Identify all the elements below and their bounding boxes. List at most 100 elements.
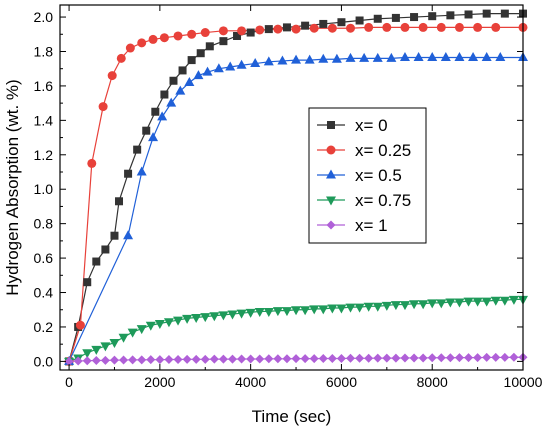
data-point <box>187 29 197 39</box>
legend-marker <box>327 121 335 129</box>
data-point <box>182 354 192 364</box>
data-point <box>107 71 117 81</box>
x-axis-ticks: 0 2000 4000 6000 8000 10000 <box>65 5 543 390</box>
data-point <box>345 303 356 313</box>
data-point <box>464 10 473 19</box>
data-point <box>454 298 465 308</box>
data-point <box>92 257 101 266</box>
data-point <box>123 230 134 240</box>
data-point <box>345 52 356 62</box>
data-point <box>205 42 214 51</box>
data-point <box>273 24 283 34</box>
data-point <box>481 297 492 307</box>
y-tick-label: 1.8 <box>34 43 54 59</box>
data-point <box>245 308 256 318</box>
data-point <box>118 333 129 343</box>
data-point <box>409 353 419 363</box>
x-tick-label: 6000 <box>326 374 357 390</box>
data-point <box>309 305 320 315</box>
data-point <box>400 353 410 363</box>
data-point <box>137 355 147 365</box>
data-point <box>200 28 210 38</box>
data-point <box>173 354 183 364</box>
data-point <box>446 11 455 20</box>
data-point <box>100 342 111 352</box>
data-point <box>436 353 446 363</box>
data-point <box>246 354 256 364</box>
data-point <box>509 352 519 362</box>
data-point <box>281 307 292 317</box>
data-point <box>255 25 265 35</box>
data-point <box>445 353 455 363</box>
data-point <box>178 66 187 75</box>
data-point <box>200 313 211 323</box>
data-point <box>418 353 428 363</box>
data-point <box>263 307 274 317</box>
data-point <box>386 52 397 62</box>
data-point <box>346 353 356 363</box>
data-point <box>237 354 247 364</box>
data-point <box>255 354 265 364</box>
data-point <box>109 338 120 348</box>
data-point <box>399 52 410 62</box>
data-point <box>91 356 101 366</box>
data-point <box>264 354 274 364</box>
y-tick-label: 1.2 <box>34 147 54 163</box>
data-point <box>110 231 119 240</box>
data-point <box>354 303 365 313</box>
data-point <box>372 52 383 62</box>
data-point <box>337 18 346 27</box>
y-tick-label: 0.0 <box>34 353 54 369</box>
data-point <box>363 302 374 312</box>
data-point <box>318 353 328 363</box>
data-point <box>491 352 501 362</box>
data-point <box>473 22 483 32</box>
data-point <box>282 23 291 32</box>
legend-label: x= 0.25 <box>355 141 411 160</box>
data-point <box>491 22 501 32</box>
data-point <box>227 310 238 320</box>
data-point <box>436 22 446 32</box>
data-point <box>291 24 301 34</box>
data-point <box>327 304 338 314</box>
data-point <box>272 307 283 317</box>
legend-marker <box>326 169 336 179</box>
data-point <box>163 318 174 328</box>
data-point <box>291 54 302 64</box>
data-point <box>160 90 169 99</box>
data-point <box>418 22 428 32</box>
data-point <box>75 320 85 330</box>
data-point <box>218 354 228 364</box>
data-point <box>128 355 138 365</box>
y-axis-ticks: 0.0 0.2 0.4 0.6 0.8 1.0 1.2 1.4 1.6 1.8 2.0 <box>34 9 523 369</box>
data-point <box>184 76 195 86</box>
data-point <box>236 309 247 319</box>
data-point <box>277 55 288 65</box>
data-point <box>151 107 160 116</box>
data-point <box>83 278 92 287</box>
data-point <box>464 353 474 363</box>
data-point <box>246 28 255 37</box>
data-point <box>146 355 156 365</box>
data-point <box>355 353 365 363</box>
data-point <box>499 296 510 306</box>
data-point <box>390 301 401 311</box>
x-tick-label: 2000 <box>144 374 175 390</box>
data-point <box>202 66 213 76</box>
data-point <box>196 49 205 58</box>
y-tick-label: 2.0 <box>34 9 54 25</box>
legend-label: x= 1 <box>355 216 388 235</box>
y-tick-label: 1.0 <box>34 181 54 197</box>
data-point <box>336 304 347 314</box>
data-point <box>91 345 102 355</box>
data-point <box>418 300 429 310</box>
data-point <box>236 59 247 69</box>
data-point <box>508 295 519 305</box>
data-point <box>187 56 196 65</box>
data-point <box>473 353 483 363</box>
series-markers <box>64 9 528 367</box>
data-point <box>133 145 142 154</box>
data-point <box>159 33 169 43</box>
data-point <box>500 352 510 362</box>
data-point <box>200 354 210 364</box>
